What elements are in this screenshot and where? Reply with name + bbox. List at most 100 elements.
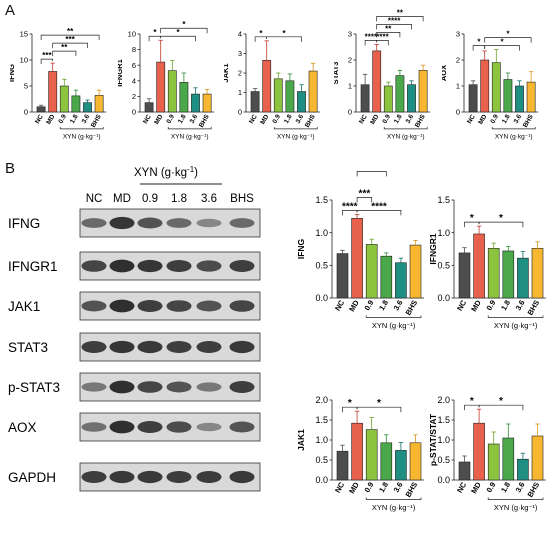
bar-BHS [531,435,544,481]
blot-band [109,259,135,273]
bar-NC [468,84,478,113]
category-label: BHS [522,113,535,129]
y-tick-label: 0.0 [315,293,328,303]
category-label: 1.8 [377,299,390,313]
blot-band [137,470,163,484]
significance-label: * [177,28,181,37]
y-tick-label: 5 [24,82,28,91]
blot-band [137,300,163,312]
category-label: NC [142,113,153,125]
bar-1_8 [502,250,515,299]
category-label: 3.6 [189,113,200,125]
bar-3_6 [407,84,416,113]
significance-label: * [348,398,352,409]
significance-bracket [356,210,402,216]
category-label: 1.8 [501,113,512,125]
category-label: MD [153,113,164,126]
y-tick-label: 0.5 [315,455,328,465]
blot-band [81,260,107,272]
category-label: 3.6 [514,481,527,495]
category-label: BHS [404,299,420,317]
category-label: 1.8 [177,113,188,125]
bar-MD [48,71,58,113]
category-label: BHS [414,113,427,129]
dose-bracket [383,126,428,130]
blot-band [109,299,135,313]
bar-NC [360,84,370,113]
y-tick-label: 10 [128,30,136,39]
blot-band [137,381,163,393]
y-tick-label: 10 [20,56,28,65]
y-tick-label: 1.5 [437,415,450,425]
category-label: MD [347,480,361,495]
blot-band [196,260,222,272]
y-tick-label: 2 [348,56,352,65]
x-axis-label: XYN (g·kg⁻¹) [494,503,538,512]
bar-MD [372,50,382,113]
significance-bracket [160,35,196,42]
blot-band [166,218,192,228]
bar-3_6 [297,91,306,113]
y-axis-label: AOX [442,65,448,81]
bar-NC [250,91,260,113]
y-tick-label: 0.5 [437,455,450,465]
category-label: MD [469,480,483,495]
bar-0_9 [491,62,501,113]
category-label: 0.9 [484,481,497,495]
x-axis-label: XYN (g·kg⁻¹) [372,503,416,512]
bar-MD [351,422,363,481]
category-label: 3.6 [295,113,306,125]
bar-3_6 [191,93,200,113]
category-label: 0.9 [489,113,500,125]
blot-band [229,470,255,484]
x-axis-label: XYN (g·kg⁻¹) [171,133,209,140]
category-label: 3.6 [405,113,416,125]
bar-3_6 [83,102,92,113]
y-tick-label: 0.5 [437,260,450,270]
bar-3_6 [515,85,524,113]
category-label: NC [248,113,259,125]
category-label: NC [358,113,369,125]
category-label: MD [45,113,56,126]
significance-label: * [501,38,505,47]
y-tick-label: 0 [456,108,460,117]
blot-header-title: XYN (g·kg-1) [134,165,198,179]
bar-NC [458,461,471,481]
category-label: 0.9 [381,113,392,125]
significance-label: ** [67,27,74,36]
category-label: 1.8 [69,113,80,125]
y-tick-label: 3 [238,49,242,58]
category-label: 0.9 [484,299,497,313]
y-tick-label: 1 [456,82,460,91]
blot-band [229,340,255,354]
category-label: BHS [404,481,420,499]
significance-label: **** [371,201,387,212]
category-label: MD [347,298,361,313]
blot-band [196,300,222,312]
blot-band [229,218,255,228]
category-label: NC [455,480,469,494]
significance-label: **** [364,170,380,173]
x-axis-label: XYN (g·kg⁻¹) [277,133,315,140]
dose-bracket [487,497,544,500]
y-tick-label: 2.0 [437,395,450,405]
significance-bracket [40,58,54,65]
panel-letter-a: A [5,2,16,19]
bar-1_8 [285,80,295,113]
y-tick-label: 1 [238,88,242,97]
y-axis-label: JAK1 [224,63,230,82]
blot-band [81,471,107,483]
lane-label: BHS [230,193,254,205]
category-label: NC [466,113,477,125]
bar-1_8 [502,437,515,481]
significance-label: **** [388,16,401,25]
bar-3_6 [517,257,529,299]
bar-MD [473,233,485,299]
blot-band [137,421,163,433]
category-label: NC [455,298,469,312]
lane-label: MD [113,193,131,205]
